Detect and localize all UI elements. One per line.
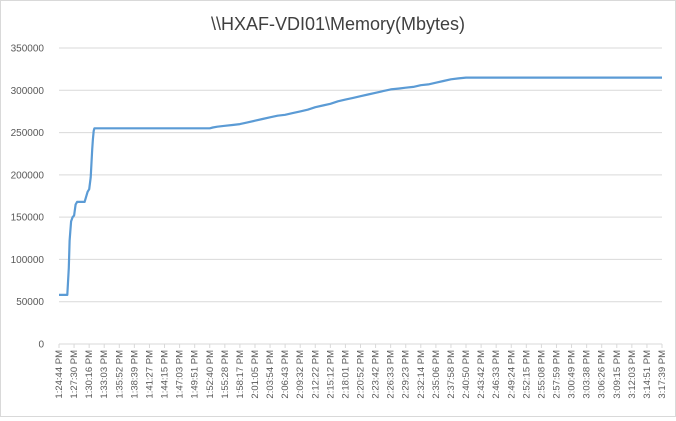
x-tick-label: 2:46:33 PM	[491, 350, 502, 399]
x-tick-label: 1:24:44 PM	[54, 350, 65, 399]
x-tick-label: 2:12:22 PM	[310, 350, 321, 399]
x-tick-label: 1:55:28 PM	[220, 350, 231, 399]
x-tick-label: 2:49:24 PM	[506, 350, 517, 399]
x-tick-label: 2:26:33 PM	[386, 350, 397, 399]
x-tick-label: 3:03:38 PM	[582, 350, 593, 399]
x-tick-label: 2:52:15 PM	[521, 350, 532, 399]
x-tick-label: 3:17:39 PM	[657, 350, 668, 399]
x-tick-label: 2:20:52 PM	[356, 350, 367, 399]
x-tick-label: 2:29:23 PM	[401, 350, 412, 399]
x-tick-label: 1:58:17 PM	[235, 350, 246, 399]
y-tick-label: 100000	[11, 255, 45, 266]
x-tick-label: 1:27:30 PM	[69, 350, 80, 399]
x-tick-label: 2:01:05 PM	[250, 350, 261, 399]
x-tick-label: 2:03:54 PM	[265, 350, 276, 399]
y-tick-label: 250000	[11, 128, 45, 139]
x-tick-label: 1:41:27 PM	[144, 350, 155, 399]
x-tick-label: 2:06:43 PM	[280, 350, 291, 399]
x-tick-label: 3:14:51 PM	[642, 350, 653, 399]
y-tick-label: 200000	[11, 170, 45, 181]
x-tick-label: 1:38:39 PM	[129, 350, 140, 399]
y-tick-label: 0	[38, 340, 44, 351]
x-tick-label: 3:12:03 PM	[627, 350, 638, 399]
x-tick-label: 2:09:32 PM	[295, 350, 306, 399]
x-tick-label: 2:23:42 PM	[371, 350, 382, 399]
x-tick-label: 3:06:26 PM	[597, 350, 608, 399]
x-tick-label: 2:37:58 PM	[446, 350, 457, 399]
x-tick-label: 2:57:59 PM	[551, 350, 562, 399]
y-tick-label: 300000	[11, 86, 45, 97]
x-tick-label: 1:33:03 PM	[99, 350, 110, 399]
x-tick-label: 1:47:03 PM	[175, 350, 186, 399]
x-tick-label: 1:49:51 PM	[190, 350, 201, 399]
x-tick-label: 2:43:42 PM	[476, 350, 487, 399]
x-tick-label: 2:15:12 PM	[325, 350, 336, 399]
x-tick-label: 1:35:52 PM	[114, 350, 125, 399]
y-tick-label: 350000	[11, 44, 45, 55]
y-tick-label: 50000	[16, 297, 44, 308]
x-tick-label: 2:40:50 PM	[461, 350, 472, 399]
x-tick-label: 1:44:15 PM	[160, 350, 171, 399]
y-tick-label: 150000	[11, 213, 45, 224]
memory-series-line	[59, 76, 662, 296]
x-axis-tick-labels: 1:24:44 PM 1:27:30 PM 1:30:16 PM 1:33:03 PM…	[54, 350, 668, 399]
x-tick-label: 1:52:40 PM	[205, 350, 216, 399]
x-tick-label: 2:35:06 PM	[431, 350, 442, 399]
x-tick-label: 2:32:14 PM	[416, 350, 427, 399]
chart-title: \\HXAF-VDI01\Memory(Mbytes)	[211, 14, 465, 34]
y-axis-tick-labels: 0 50000 100000 150000 200000 250000 300000 3500…	[11, 44, 45, 351]
x-tick-label: 3:09:15 PM	[612, 350, 623, 399]
gridlines	[58, 47, 663, 348]
x-tick-label: 2:55:08 PM	[536, 350, 547, 399]
x-tick-label: 2:18:01 PM	[340, 350, 351, 399]
x-tick-label: 1:30:16 PM	[84, 350, 95, 399]
x-tick-label: 3:00:49 PM	[567, 350, 578, 399]
